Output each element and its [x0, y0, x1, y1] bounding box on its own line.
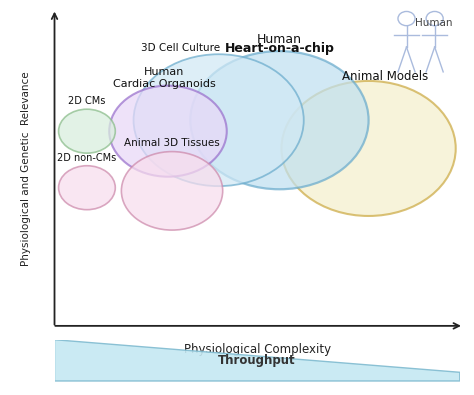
Circle shape: [190, 51, 369, 189]
Circle shape: [59, 166, 115, 210]
Text: Animal 3D Tissues: Animal 3D Tissues: [124, 139, 220, 149]
Text: Animal Models: Animal Models: [342, 70, 428, 83]
Text: Human: Human: [257, 33, 302, 46]
Text: 2D non-CMs: 2D non-CMs: [57, 152, 117, 163]
Circle shape: [282, 81, 456, 216]
Text: Physiological Complexity: Physiological Complexity: [183, 343, 331, 356]
Text: Physiological and Genetic  Relevance: Physiological and Genetic Relevance: [21, 71, 31, 266]
Text: 2D CMs: 2D CMs: [68, 96, 106, 106]
Polygon shape: [55, 340, 460, 381]
Circle shape: [134, 54, 304, 186]
Text: Human
Cardiac Organoids: Human Cardiac Organoids: [112, 67, 215, 89]
Text: Throughput: Throughput: [219, 354, 296, 367]
Circle shape: [59, 109, 115, 153]
Text: Human: Human: [415, 18, 453, 28]
Text: 3D Cell Culture: 3D Cell Culture: [141, 43, 220, 53]
Circle shape: [121, 152, 223, 230]
Text: Heart-on-a-chip: Heart-on-a-chip: [225, 42, 334, 55]
Circle shape: [109, 86, 227, 177]
